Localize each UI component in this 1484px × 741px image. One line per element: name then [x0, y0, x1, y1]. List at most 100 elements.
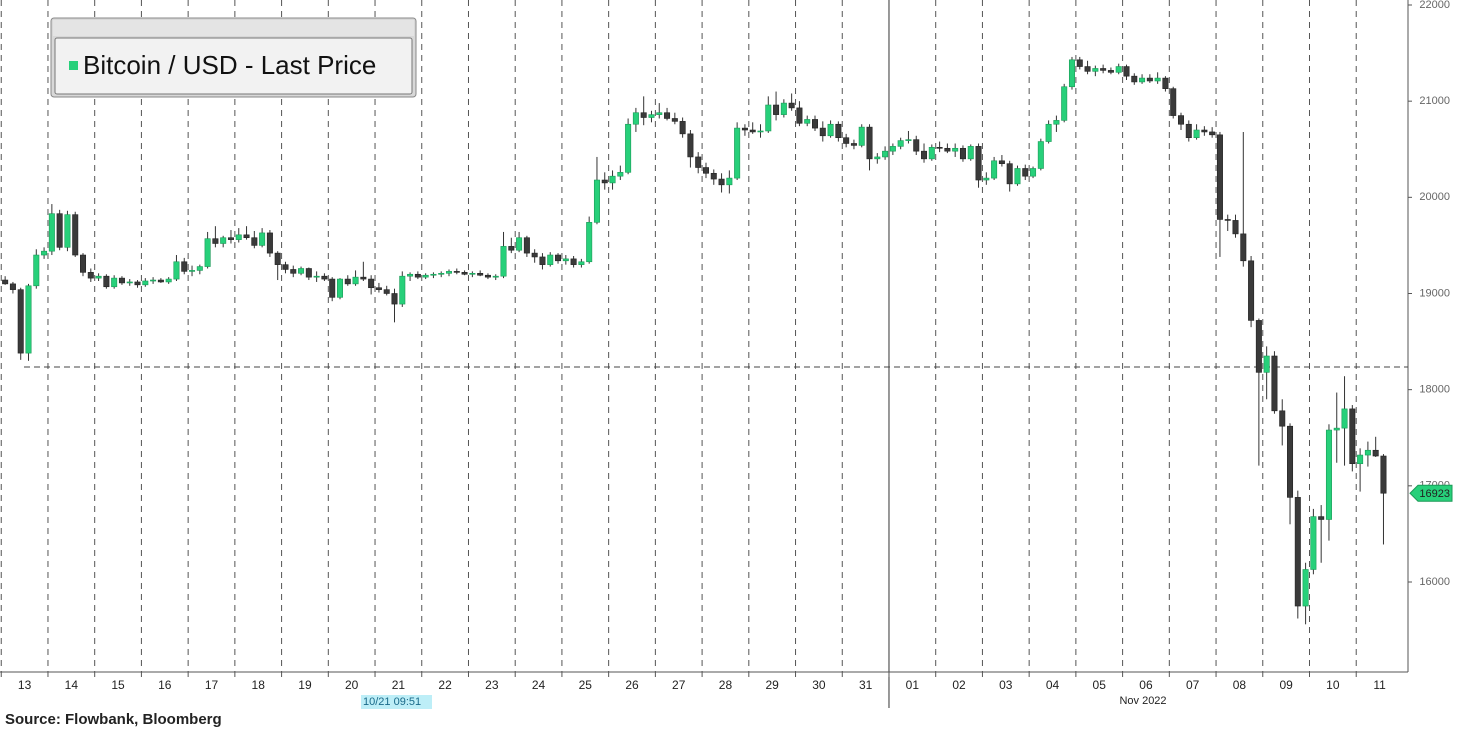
source: Source: Flowbank, Bloomberg — [5, 711, 222, 728]
candle-body — [897, 140, 904, 147]
candle-body — [749, 129, 756, 133]
candle-body — [1022, 168, 1029, 177]
candle-body — [1318, 516, 1325, 520]
x-tick-label: 23 — [485, 678, 499, 692]
candle-body — [414, 273, 421, 278]
candle-body — [991, 160, 998, 179]
x-tick-label: 03 — [999, 678, 1013, 692]
candle-body — [1325, 429, 1332, 520]
candle-body — [1294, 497, 1301, 607]
candle-body — [461, 272, 468, 275]
candle-body — [1139, 77, 1146, 83]
candle-body — [547, 254, 554, 265]
x-tick-label: 09 — [1279, 678, 1293, 692]
candle-body — [181, 261, 188, 272]
y-tick-label: 19000 — [1419, 287, 1450, 299]
x-tick-label: 07 — [1186, 678, 1200, 692]
candle-body — [983, 177, 990, 181]
candle-body — [87, 272, 94, 279]
candle-body — [1014, 168, 1021, 185]
candle-body — [757, 130, 764, 133]
candle-body — [33, 254, 40, 287]
candle-body — [882, 150, 889, 158]
candle-body — [827, 123, 834, 137]
x-tick-label: 10 — [1326, 678, 1340, 692]
candle-body — [695, 156, 702, 168]
month-label: Nov 2022 — [1119, 695, 1166, 707]
candle-body — [1341, 408, 1348, 429]
candle-body — [928, 147, 935, 160]
candle-body — [1263, 355, 1270, 373]
candle-body — [664, 112, 671, 119]
candle-body — [1255, 320, 1262, 373]
candle-body — [227, 237, 234, 240]
candle-body — [1107, 70, 1114, 73]
candle-body — [998, 160, 1005, 164]
candle-body — [874, 156, 881, 160]
candle-body — [196, 266, 203, 271]
candle-body — [484, 274, 491, 278]
candle-body — [1068, 59, 1075, 88]
candle-body — [344, 278, 351, 285]
x-tick-label: 24 — [532, 678, 546, 692]
candle-body — [508, 246, 515, 251]
candle-body — [9, 283, 16, 290]
x-tick-label: 19 — [298, 678, 312, 692]
y-tick-label: 18000 — [1419, 384, 1450, 396]
candle-body — [632, 112, 639, 125]
candle-body — [1248, 260, 1255, 321]
candle-body — [1372, 449, 1379, 457]
x-tick-label: 08 — [1233, 678, 1247, 692]
candle-body — [788, 102, 795, 109]
candle-body — [360, 276, 367, 280]
candle-body — [118, 277, 125, 284]
candle-body — [259, 232, 266, 246]
candle-body — [368, 278, 375, 289]
candle-body — [391, 293, 398, 305]
candle-body — [586, 222, 593, 263]
cursor-label-bg — [361, 695, 432, 709]
candle-body — [72, 214, 79, 256]
candle-body — [1061, 86, 1068, 121]
candle-body — [952, 147, 959, 152]
candle-body — [1380, 455, 1387, 494]
candle-body — [858, 126, 865, 146]
candle-body — [1076, 59, 1083, 67]
y-tick-label: 16000 — [1419, 576, 1450, 588]
last-price-label: 16923 — [1419, 488, 1450, 500]
candle-body — [1287, 425, 1294, 498]
legend-label: Bitcoin / USD - Last Price — [83, 50, 376, 80]
candle-body — [812, 119, 819, 129]
last-price-tag — [1409, 484, 1453, 502]
candle-body — [555, 254, 562, 262]
candle-body — [1279, 410, 1286, 427]
candle-body — [1271, 355, 1278, 412]
candle-body — [243, 234, 250, 239]
candle-body — [1084, 66, 1091, 72]
candle-body — [702, 167, 709, 174]
candle-body — [48, 213, 55, 252]
candle-body — [835, 123, 842, 139]
candle-body — [25, 285, 32, 354]
candle-body — [212, 238, 219, 244]
candle-body — [1209, 131, 1216, 136]
candle-body — [220, 237, 227, 244]
candle-body — [500, 246, 507, 277]
candle-body — [134, 281, 141, 286]
candle-body — [601, 179, 608, 184]
candle-body — [1178, 115, 1185, 125]
candle-body — [251, 237, 258, 246]
candle-body — [1045, 123, 1052, 142]
candle-body — [804, 119, 811, 124]
candle-body — [1037, 141, 1044, 169]
x-tick-label: 31 — [859, 678, 873, 692]
candle-body — [298, 268, 305, 274]
candle-body — [1333, 427, 1340, 431]
candle-body — [850, 143, 857, 146]
candle-body — [866, 126, 873, 160]
candle-body — [1053, 120, 1060, 125]
candle-body — [531, 252, 538, 258]
candle-body — [1364, 449, 1371, 456]
candle-body — [648, 114, 655, 118]
